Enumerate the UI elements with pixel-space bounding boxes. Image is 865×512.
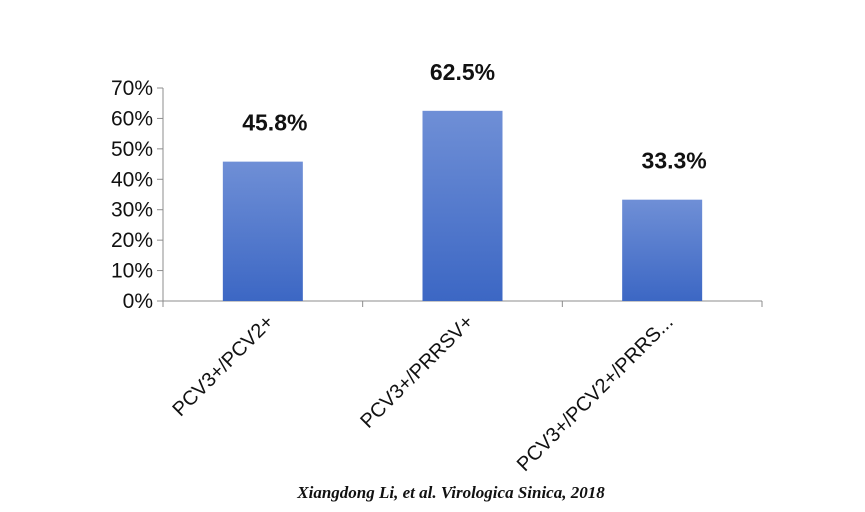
y-tick-label: 50% bbox=[111, 138, 153, 161]
category-label-3: PCV3+/PCV2+/PRRS... bbox=[513, 311, 678, 476]
bar-2 bbox=[422, 110, 503, 301]
y-tick-label: 30% bbox=[111, 199, 153, 222]
bar-1 bbox=[222, 161, 303, 301]
category-labels: PCV3+/PCV2+ PCV3+/PRRSV+ PCV3+/PCV2+/PRRS.… bbox=[168, 311, 677, 476]
bars bbox=[222, 110, 703, 301]
data-label-3: 33.3% bbox=[642, 148, 707, 174]
citation-text: Xiangdong Li, et al. Virologica Sinica, … bbox=[296, 483, 605, 502]
y-axis: 0% 10% 20% 30% 40% 50% 60% 70% bbox=[111, 77, 164, 313]
data-labels: 45.8% 62.5% 33.3% bbox=[242, 59, 707, 174]
data-label-2: 62.5% bbox=[430, 59, 495, 85]
y-tick-label: 10% bbox=[111, 260, 153, 283]
y-tick-label: 0% bbox=[123, 290, 153, 313]
y-tick-label: 20% bbox=[111, 229, 153, 252]
bar-3 bbox=[622, 199, 703, 301]
data-label-1: 45.8% bbox=[242, 110, 307, 136]
x-axis bbox=[162, 300, 763, 307]
category-label-2: PCV3+/PRRSV+ bbox=[356, 311, 478, 433]
y-tick-label: 60% bbox=[111, 107, 153, 130]
category-label-1: PCV3+/PCV2+ bbox=[168, 311, 278, 421]
y-tick-label: 40% bbox=[111, 168, 153, 191]
y-tick-label: 70% bbox=[111, 77, 153, 100]
